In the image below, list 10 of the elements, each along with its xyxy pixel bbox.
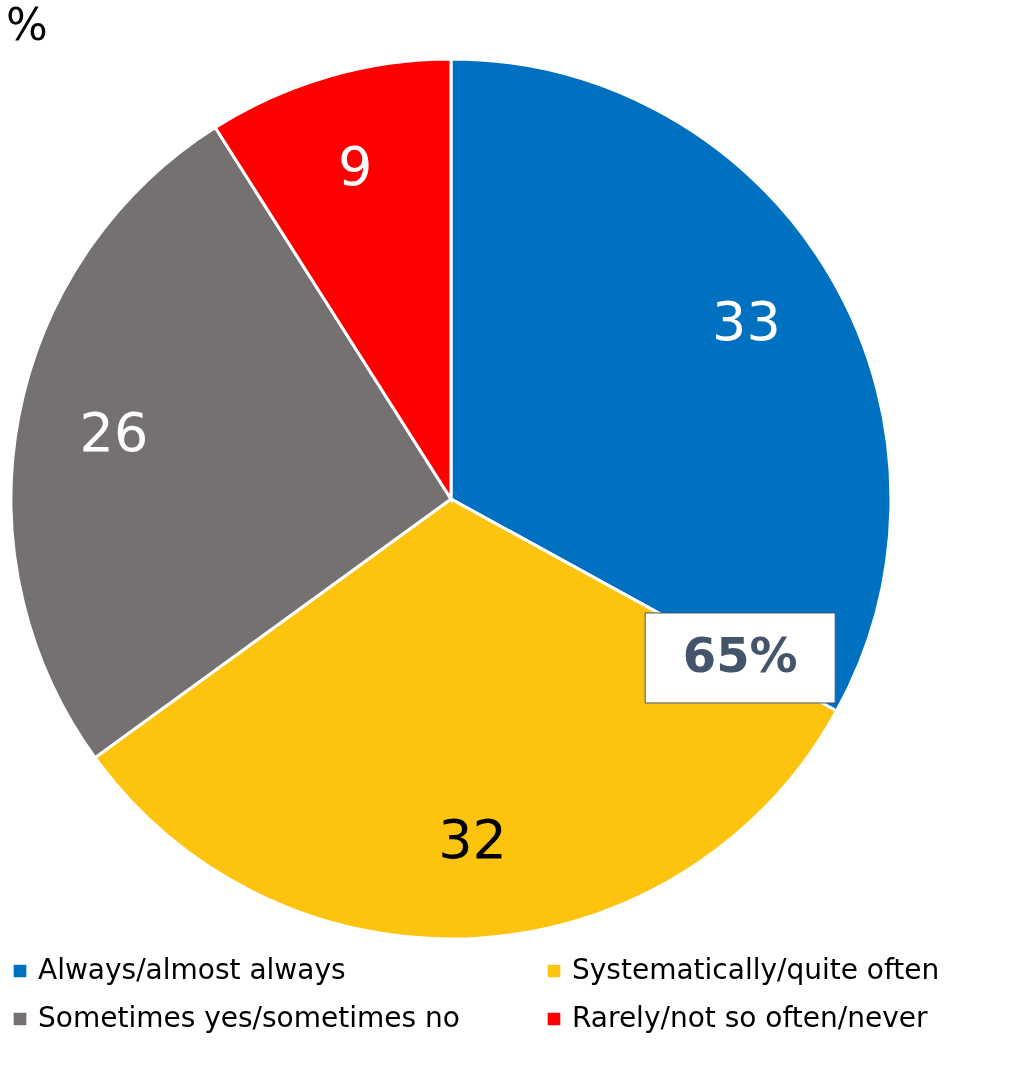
text: 65%: [682, 626, 798, 683]
legend-label: Always/almost always: [38, 953, 346, 986]
legend-label: Systematically/quite often: [572, 953, 940, 986]
legend-label: Sometimes yes/sometimes no: [38, 1001, 460, 1034]
data-label: 33: [712, 290, 781, 354]
data-label: 32: [438, 807, 507, 871]
data-label: 9: [338, 135, 373, 199]
data-label: 26: [79, 400, 149, 464]
legend-label: Rarely/not so often/never: [572, 1001, 928, 1034]
chart-title: %: [6, 0, 48, 50]
